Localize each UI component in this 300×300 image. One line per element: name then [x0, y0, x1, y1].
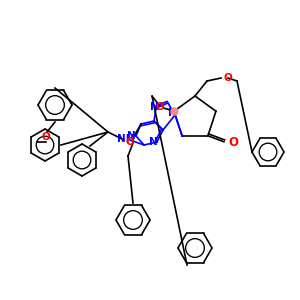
Text: O: O [224, 73, 233, 83]
Text: O: O [228, 136, 238, 149]
Text: NH: NH [117, 134, 135, 144]
Text: O: O [42, 132, 50, 142]
Text: N: N [150, 102, 158, 112]
Text: N: N [168, 108, 177, 118]
Text: N: N [148, 137, 158, 147]
Text: N: N [127, 131, 135, 141]
Text: O: O [126, 137, 134, 147]
Text: O: O [156, 102, 164, 112]
